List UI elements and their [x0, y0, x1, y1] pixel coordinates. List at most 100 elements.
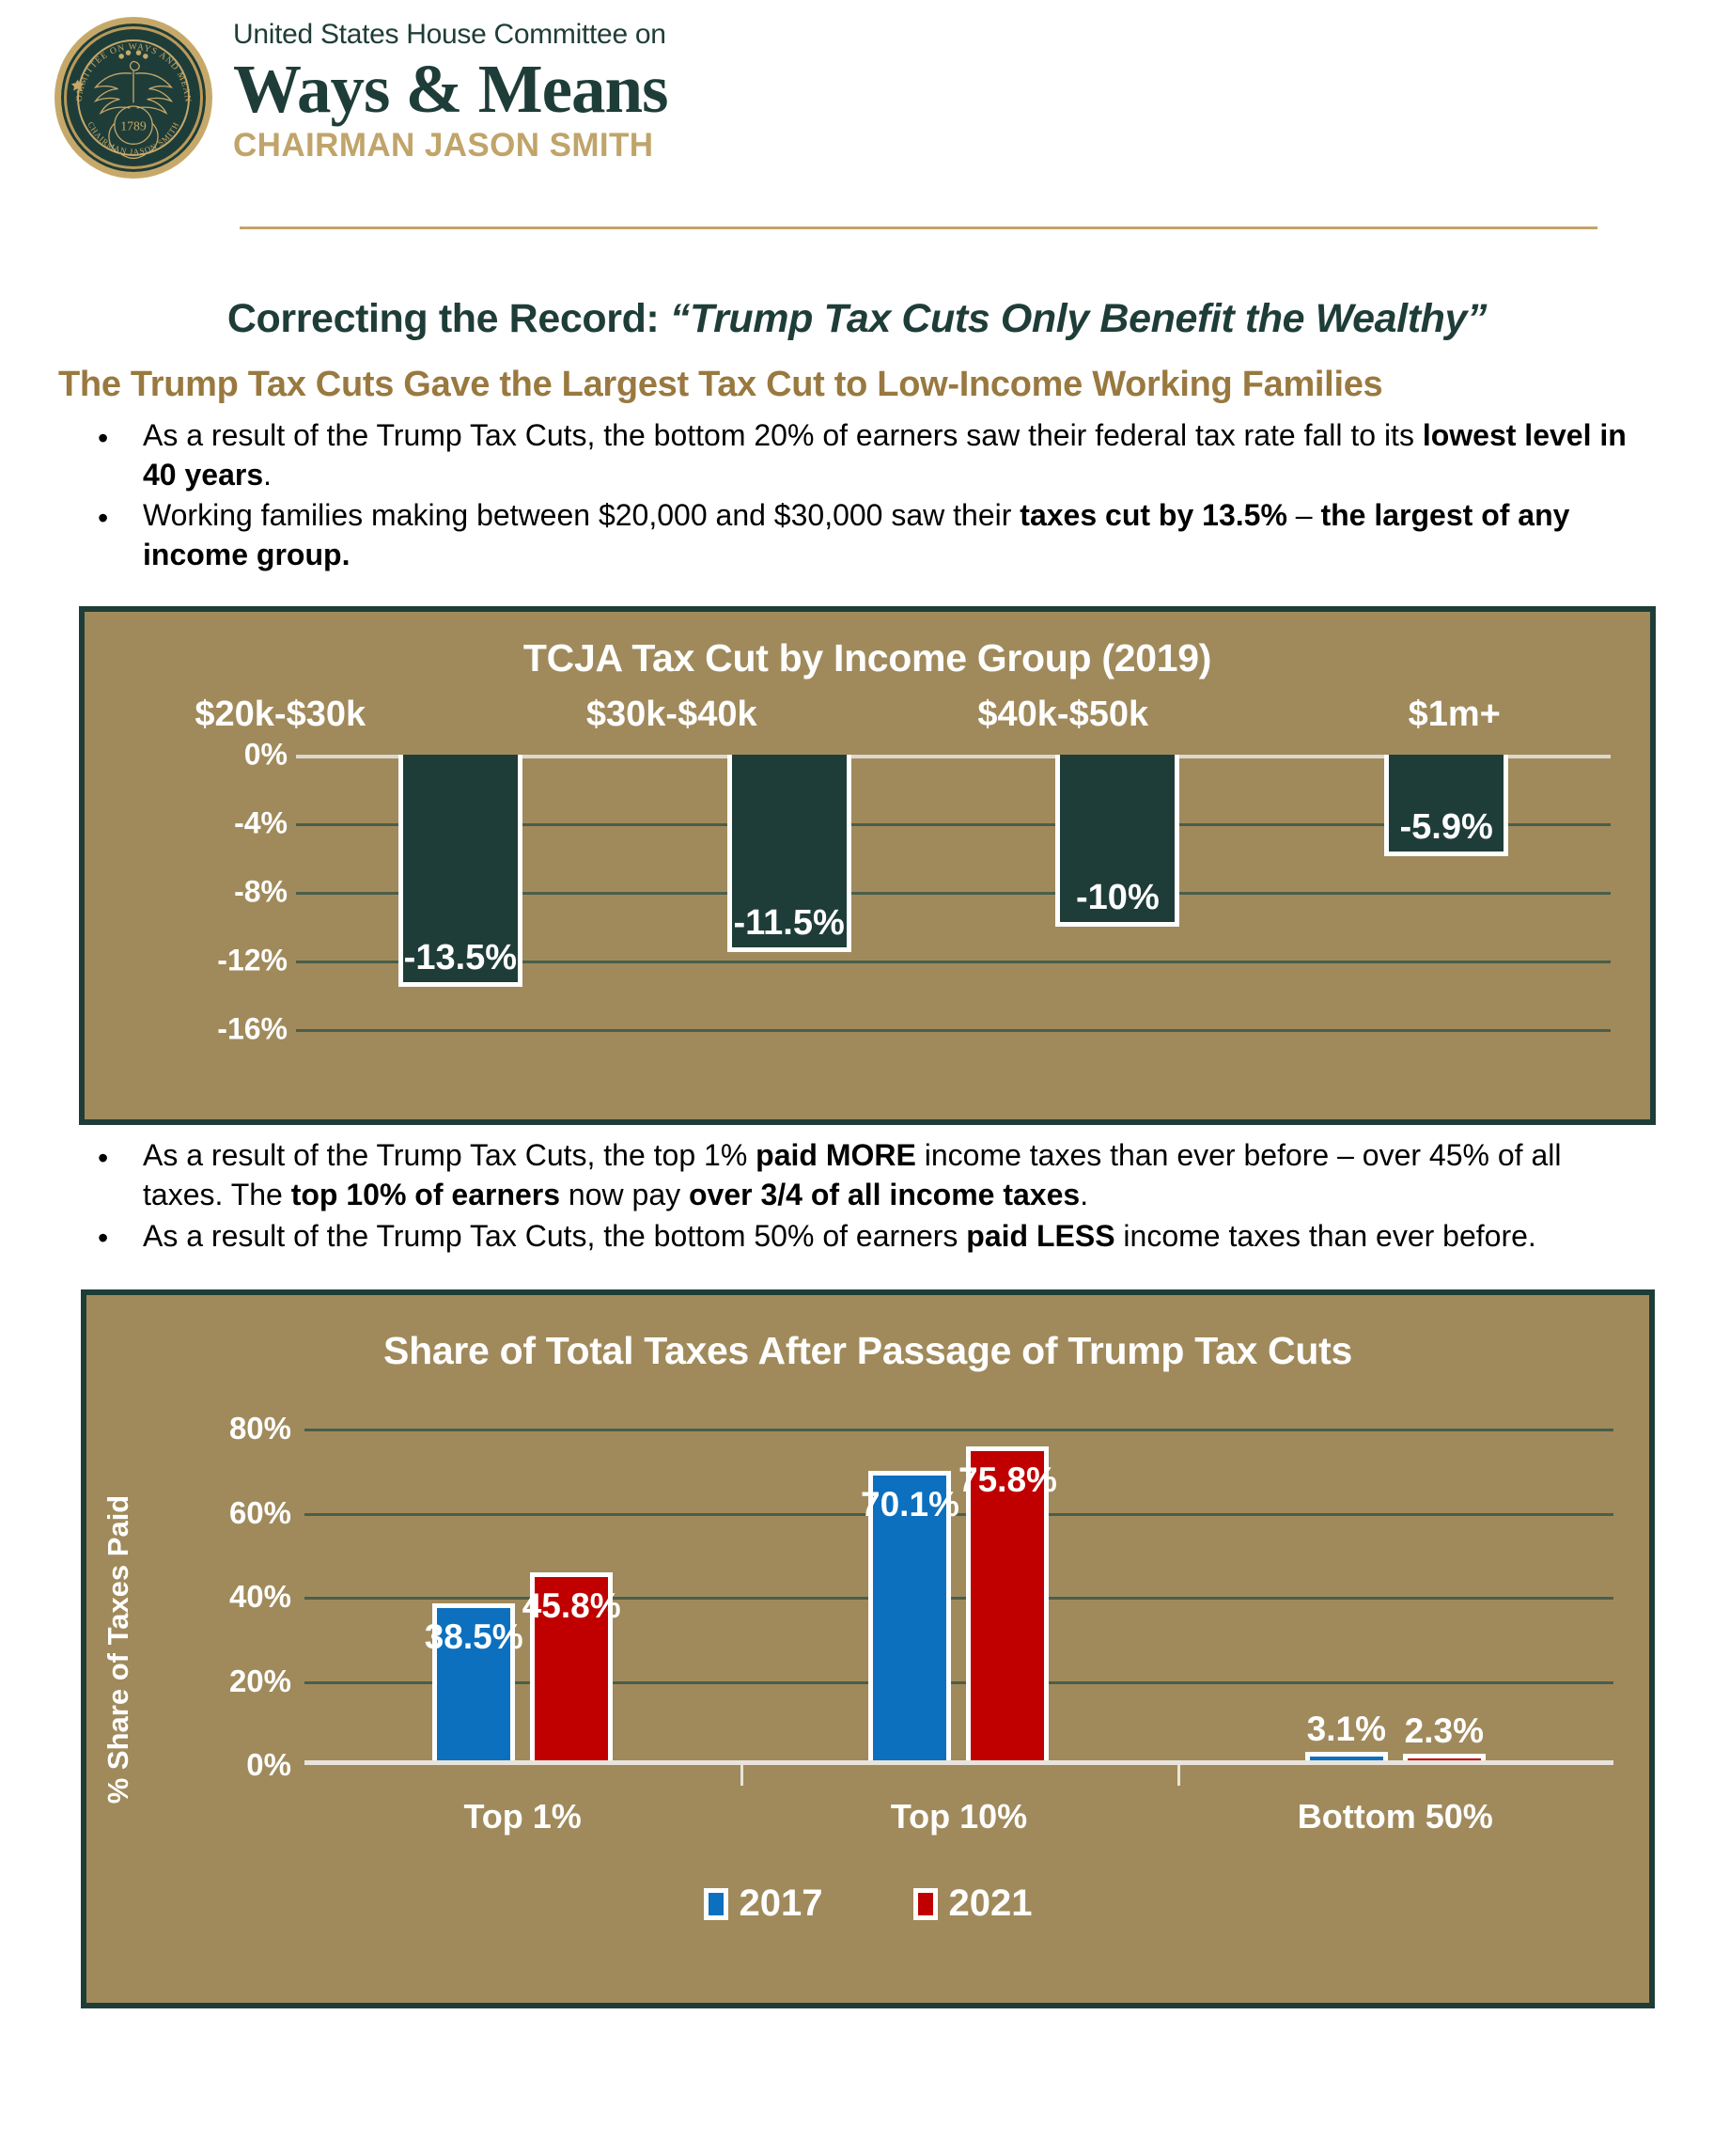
- chart1-y-tick-label: -16%: [217, 1011, 288, 1046]
- chart2-legend-label: 2017: [739, 1883, 823, 1925]
- bullet-text: As a result of the Trump Tax Cuts, the t…: [143, 1138, 756, 1173]
- seal-inner-ring: [77, 39, 190, 156]
- chart2-y-tick-label: 20%: [228, 1663, 291, 1698]
- chart2-bar-value: 3.1%: [1306, 1710, 1386, 1749]
- chart2-bar-value: 75.8%: [958, 1461, 1057, 1500]
- chart2-y-tick-label: 0%: [246, 1747, 291, 1783]
- list-item: • Working families making between $20,000…: [0, 496, 1714, 574]
- chart1-y-tick-label: 0%: [243, 737, 288, 772]
- chart2-x-tick-label: Bottom 50%: [1297, 1797, 1493, 1836]
- chart2-y-axis-labels: 0% 20% 40% 60% 80%: [188, 1411, 291, 1782]
- chart2-bar-group: 70.1% 75.8%: [740, 1429, 1176, 1766]
- chart2-bar-value: 45.8%: [522, 1586, 621, 1626]
- bullet-list-upper: • As a result of the Trump Tax Cuts, the …: [0, 416, 1714, 574]
- bullet-dot-icon: •: [98, 420, 109, 455]
- bullet-text: now pay: [560, 1178, 689, 1212]
- chart2-gridline: [304, 1597, 1613, 1601]
- chart2-bar: 3.1%: [1304, 1710, 1388, 1766]
- chart1-category-label: $30k-$40k: [585, 695, 757, 735]
- header-divider: [240, 227, 1597, 229]
- chart1-zero-line: [296, 755, 1611, 759]
- chart2-x-tick-label: Top 1%: [463, 1797, 582, 1836]
- chart2-title: Share of Total Taxes After Passage of Tr…: [383, 1329, 1352, 1373]
- page-title-quoted: “Trump Tax Cuts Only Benefit the Wealthy…: [669, 296, 1488, 341]
- chart1-bar-cell: -11.5%: [625, 755, 954, 1029]
- chart1-bar-value: -13.5%: [403, 937, 518, 977]
- bullet-text: .: [263, 457, 273, 492]
- chart2-bar: 70.1%: [861, 1470, 959, 1766]
- bullet-text: Working families making between $20,000 …: [143, 498, 1021, 533]
- chart1-bar: -5.9%: [1384, 755, 1509, 857]
- bullet-dot-icon: •: [98, 1141, 109, 1176]
- chart1-bar-cell: -5.9%: [1282, 755, 1611, 1029]
- page-header: COMMITTEE ON WAYS AND MEANS CHAIRMAN JAS…: [0, 0, 1714, 235]
- chart-share-of-total-taxes: Share of Total Taxes After Passage of Tr…: [81, 1289, 1655, 2009]
- chart2-legend-label: 2021: [948, 1883, 1033, 1925]
- chart-tcja-tax-cut-by-income-group: TCJA Tax Cut by Income Group (2019) $20k…: [79, 606, 1656, 1126]
- chart2-bar: 75.8%: [958, 1446, 1057, 1766]
- bullet-emphasis: lowest level in 40 years: [143, 418, 1627, 492]
- bullet-text: income taxes than ever before.: [1114, 1218, 1536, 1253]
- chart2-gridline: [304, 1429, 1613, 1432]
- chart1-category-label: $20k-$30k: [195, 695, 366, 735]
- bullet-text: –: [1295, 498, 1321, 533]
- chart2-y-axis-title: % Share of Taxes Paid: [101, 1494, 134, 1804]
- chart2-legend-item: 2017: [703, 1883, 823, 1925]
- chart1-gridline: [296, 1029, 1611, 1033]
- chart1-bar-value: -11.5%: [733, 903, 845, 944]
- bullet-emphasis: top 10% of earners: [290, 1178, 561, 1212]
- section-subheading: The Trump Tax Cuts Gave the Largest Tax …: [58, 365, 1383, 405]
- bullet-dot-icon: •: [98, 500, 109, 535]
- masthead: United States House Committee on Ways & …: [233, 21, 668, 162]
- chart2-y-tick-label: 60%: [228, 1494, 291, 1530]
- masthead-line-3: CHAIRMAN JASON SMITH: [233, 126, 654, 164]
- chart1-bar-value: -5.9%: [1399, 807, 1493, 848]
- chart2-x-axis-labels: Top 1% Top 10% Bottom 50%: [304, 1797, 1613, 1836]
- chart2-bar-group: 38.5% 45.8%: [304, 1429, 740, 1766]
- chart1-bar-cell: -13.5%: [296, 755, 625, 1029]
- bullet-list-lower: • As a result of the Trump Tax Cuts, the …: [0, 1136, 1714, 1256]
- chart2-legend-swatch: [912, 1887, 938, 1920]
- bullet-emphasis: over 3/4 of all income taxes: [689, 1178, 1081, 1212]
- chart1-bars: -13.5% -11.5% -10% -5.9%: [296, 755, 1611, 1029]
- chart2-bar-value: 38.5%: [424, 1617, 523, 1656]
- chart2-axis-tick: [740, 1765, 744, 1787]
- page-title: Correcting the Record: “Trump Tax Cuts O…: [0, 296, 1714, 341]
- chart1-plot-area: -13.5% -11.5% -10% -5.9%: [296, 755, 1611, 1033]
- page-title-prefix: Correcting the Record:: [226, 296, 670, 341]
- list-item: • As a result of the Trump Tax Cuts, the …: [0, 1217, 1714, 1257]
- chart1-y-axis-labels: 0% -4% -8% -12% -16%: [167, 738, 288, 1046]
- chart2-legend-item: 2021: [912, 1883, 1033, 1925]
- chart1-bar-value: -10%: [1076, 877, 1160, 917]
- chart2-bar-group: 3.1% 2.3%: [1177, 1429, 1613, 1766]
- seal-eagle-icon: COMMITTEE ON WAYS AND MEANS CHAIRMAN JAS…: [61, 23, 193, 160]
- chart2-legend-swatch: [703, 1887, 728, 1920]
- bullet-dot-icon: •: [98, 1221, 109, 1256]
- chart1-bar: -13.5%: [397, 755, 522, 987]
- chart2-x-axis: [304, 1760, 1613, 1766]
- bullet-text: As a result of the Trump Tax Cuts, the b…: [143, 418, 1423, 453]
- chart2-gridline: [304, 1512, 1613, 1516]
- chart1-y-tick-label: -8%: [234, 874, 288, 909]
- chart1-category-label: $40k-$50k: [977, 695, 1149, 735]
- committee-seal: COMMITTEE ON WAYS AND MEANS CHAIRMAN JAS…: [55, 17, 212, 179]
- chart1-category-label: $1m+: [1408, 695, 1501, 735]
- bullet-emphasis: the largest of any income group.: [143, 498, 1570, 571]
- bullet-text: As a result of the Trump Tax Cuts, the b…: [143, 1218, 967, 1253]
- chart1-category-labels: $20k-$30k $30k-$40k $40k-$50k $1m+: [85, 695, 1650, 735]
- chart1-gridline: [296, 892, 1611, 896]
- list-item: • As a result of the Trump Tax Cuts, the …: [0, 416, 1714, 494]
- svg-text:COMMITTEE ON WAYS AND MEANS: COMMITTEE ON WAYS AND MEANS: [61, 23, 193, 103]
- bullet-emphasis: paid MORE: [756, 1138, 916, 1173]
- chart1-gridline: [296, 961, 1611, 964]
- seal-year: 1789: [120, 119, 147, 133]
- seal-disc: COMMITTEE ON WAYS AND MEANS CHAIRMAN JAS…: [55, 17, 212, 179]
- chart1-y-tick-label: -4%: [234, 805, 288, 840]
- chart1-bar: -10%: [1055, 755, 1180, 927]
- chart2-gridline: [304, 1680, 1613, 1684]
- chart2-plot-area: 38.5% 45.8% 70.1% 75.8% 3.1% 2.3%: [304, 1429, 1613, 1787]
- chart2-bar-value: 2.3%: [1404, 1711, 1484, 1751]
- masthead-line-1: United States House Committee on: [233, 19, 666, 50]
- chart1-title: TCJA Tax Cut by Income Group (2019): [522, 636, 1212, 680]
- bullet-text: income taxes than ever before – over 45%…: [143, 1138, 1562, 1212]
